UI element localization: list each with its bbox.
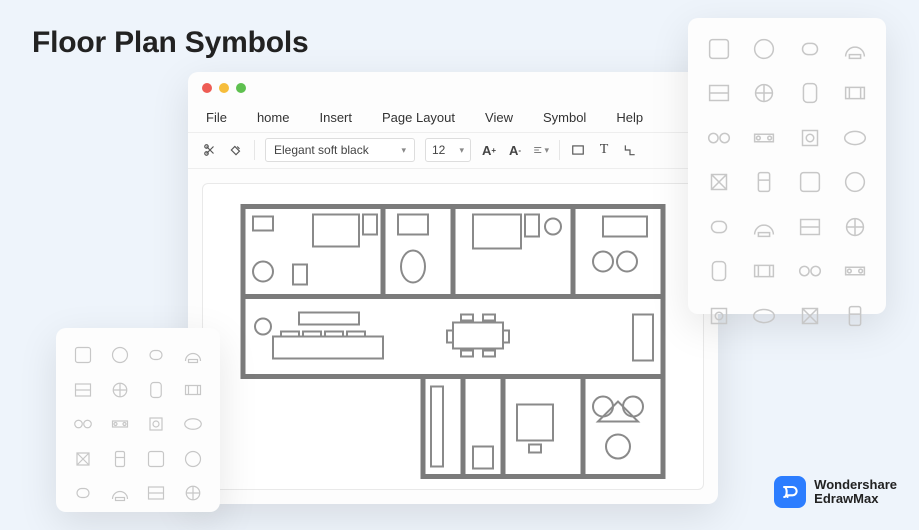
symbol-item[interactable] — [793, 32, 827, 66]
brand-logo-icon — [774, 476, 806, 508]
symbol-panel-left — [56, 328, 220, 512]
menubar: File home Insert Page Layout View Symbol… — [188, 104, 718, 132]
symbol-item[interactable] — [839, 210, 873, 244]
symbol-item[interactable] — [143, 446, 170, 473]
symbol-item[interactable] — [748, 255, 782, 289]
symbol-item[interactable] — [793, 210, 827, 244]
symbol-item[interactable] — [702, 166, 736, 200]
symbol-item[interactable] — [107, 411, 134, 438]
symbol-item[interactable] — [107, 342, 134, 369]
symbol-item[interactable] — [702, 210, 736, 244]
symbol-item[interactable] — [793, 255, 827, 289]
decrease-font-icon[interactable]: A- — [507, 142, 523, 158]
toolbar-divider — [559, 140, 560, 160]
align-icon[interactable]: ▾ — [533, 142, 549, 158]
menu-insert[interactable]: Insert — [319, 110, 352, 125]
symbol-item[interactable] — [748, 166, 782, 200]
symbol-item[interactable] — [702, 32, 736, 66]
font-select[interactable]: Elegant soft black ▾ — [265, 138, 415, 162]
symbol-item[interactable] — [793, 121, 827, 155]
editor-window: File home Insert Page Layout View Symbol… — [188, 72, 718, 504]
symbol-item[interactable] — [748, 121, 782, 155]
symbol-item[interactable] — [839, 32, 873, 66]
symbol-item[interactable] — [180, 377, 207, 404]
symbol-item[interactable] — [70, 446, 97, 473]
font-size-value: 12 — [432, 143, 445, 157]
menu-help[interactable]: Help — [616, 110, 643, 125]
menu-home[interactable]: home — [257, 110, 290, 125]
symbol-item[interactable] — [180, 411, 207, 438]
symbol-panel-right — [688, 18, 886, 314]
symbol-item[interactable] — [70, 411, 97, 438]
symbol-item[interactable] — [793, 299, 827, 333]
window-close-icon[interactable] — [202, 83, 212, 93]
cut-icon[interactable] — [202, 142, 218, 158]
symbol-item[interactable] — [143, 480, 170, 507]
symbol-item[interactable] — [748, 210, 782, 244]
symbol-item[interactable] — [702, 299, 736, 333]
chevron-down-icon: ▾ — [544, 145, 549, 156]
connector-tool-icon[interactable] — [622, 142, 638, 158]
font-select-value: Elegant soft black — [274, 143, 369, 157]
symbol-item[interactable] — [107, 377, 134, 404]
symbol-item[interactable] — [702, 255, 736, 289]
symbol-item[interactable] — [143, 411, 170, 438]
brand: Wondershare EdrawMax — [774, 476, 897, 508]
symbol-item[interactable] — [839, 121, 873, 155]
symbol-item[interactable] — [748, 77, 782, 111]
symbol-item[interactable] — [107, 446, 134, 473]
increase-font-icon[interactable]: A+ — [481, 142, 497, 158]
text-tool-icon[interactable]: T — [596, 142, 612, 158]
format-painter-icon[interactable] — [228, 142, 244, 158]
symbol-item[interactable] — [143, 342, 170, 369]
symbol-item[interactable] — [702, 77, 736, 111]
symbol-item[interactable] — [70, 480, 97, 507]
symbol-item[interactable] — [180, 446, 207, 473]
floor-plan-canvas[interactable] — [202, 183, 704, 490]
symbol-item[interactable] — [793, 77, 827, 111]
symbol-item[interactable] — [107, 480, 134, 507]
symbol-item[interactable] — [180, 342, 207, 369]
window-minimize-icon[interactable] — [219, 83, 229, 93]
symbol-item[interactable] — [748, 32, 782, 66]
toolbar: Elegant soft black ▾ 12 ▾ A+ A- ▾ T — [188, 132, 718, 169]
symbol-item[interactable] — [839, 255, 873, 289]
page-title: Floor Plan Symbols — [32, 26, 308, 60]
menu-page-layout[interactable]: Page Layout — [382, 110, 455, 125]
symbol-item[interactable] — [793, 166, 827, 200]
symbol-item[interactable] — [839, 166, 873, 200]
floor-plan-drawing — [203, 184, 703, 489]
symbol-item[interactable] — [702, 121, 736, 155]
symbol-item[interactable] — [748, 299, 782, 333]
menu-view[interactable]: View — [485, 110, 513, 125]
symbol-item[interactable] — [143, 377, 170, 404]
toolbar-divider — [254, 140, 255, 160]
brand-line1: Wondershare — [814, 478, 897, 492]
menu-symbol[interactable]: Symbol — [543, 110, 586, 125]
symbol-item[interactable] — [839, 299, 873, 333]
canvas-area — [188, 169, 718, 504]
window-zoom-icon[interactable] — [236, 83, 246, 93]
rectangle-tool-icon[interactable] — [570, 142, 586, 158]
window-titlebar — [188, 72, 718, 104]
symbol-item[interactable] — [839, 77, 873, 111]
symbol-item[interactable] — [180, 480, 207, 507]
chevron-down-icon: ▾ — [401, 145, 406, 156]
symbol-item[interactable] — [70, 342, 97, 369]
menu-file[interactable]: File — [206, 110, 227, 125]
chevron-down-icon: ▾ — [459, 145, 464, 156]
brand-line2: EdrawMax — [814, 492, 897, 506]
font-size-select[interactable]: 12 ▾ — [425, 138, 471, 162]
symbol-item[interactable] — [70, 377, 97, 404]
